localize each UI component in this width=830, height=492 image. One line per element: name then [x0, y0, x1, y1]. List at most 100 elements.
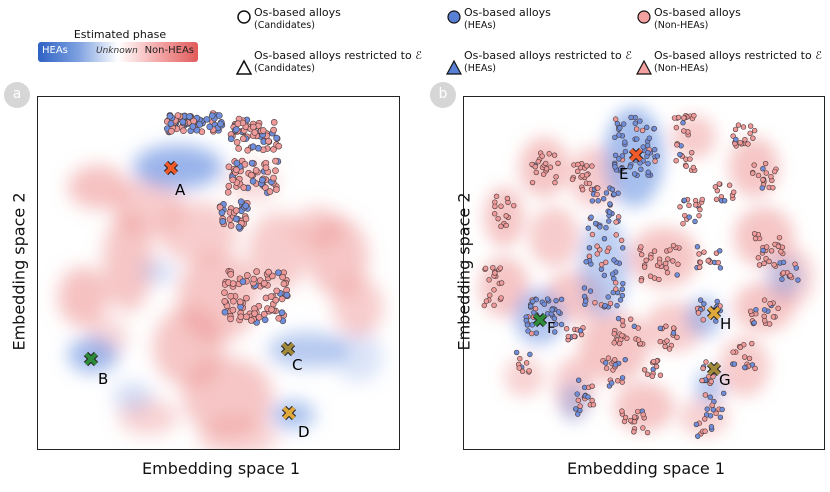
marker-h-group: H: [706, 305, 731, 333]
nonhea-point: [503, 213, 509, 219]
density-blob: [529, 207, 579, 267]
hea-point: [527, 351, 533, 358]
nonhea-point: [641, 367, 648, 373]
legend-item-candidates: Os-based alloys (Candidates): [254, 6, 341, 32]
hea-point: [233, 159, 241, 167]
nonhea-point: [647, 273, 654, 279]
hea-point: [646, 135, 653, 141]
nonhea-point: [671, 115, 678, 121]
nonhea-point: [503, 222, 509, 229]
nonhea-point: [686, 202, 692, 209]
hea-point: [552, 329, 558, 335]
nonhea-point: [766, 321, 773, 327]
nonhea-point: [702, 392, 709, 398]
hea-point: [611, 257, 617, 263]
nonhea-point: [663, 265, 669, 271]
hea-point: [619, 153, 626, 159]
nonhea-point: [275, 142, 283, 150]
nonhea-point: [598, 261, 605, 268]
nonhea-point: [787, 272, 793, 279]
legend-symbols: [236, 10, 653, 75]
nonhea-point: [586, 180, 593, 187]
hea-point: [681, 197, 688, 204]
nonhea-point: [713, 410, 719, 417]
nonhea-point: [735, 122, 742, 128]
x-marker-icon: [533, 313, 547, 327]
hea-point: [595, 198, 601, 204]
hea-point: [582, 298, 589, 304]
nonhea-point: [662, 260, 669, 267]
nonhea-point: [747, 130, 753, 136]
nonhea-point: [613, 280, 619, 286]
nonhea-point: [670, 258, 676, 264]
hea-point: [714, 298, 720, 305]
nonhea-point: [712, 184, 719, 190]
hea-point: [652, 146, 658, 153]
nonhea-point: [689, 149, 695, 156]
density-blob: [58, 267, 108, 327]
nonhea-point: [635, 325, 641, 331]
nonhea-point: [589, 163, 595, 169]
hea-point: [259, 176, 266, 184]
nonhea-point: [517, 355, 523, 362]
hea-point: [587, 288, 594, 294]
hea-point: [530, 298, 536, 305]
nonhea-point: [244, 146, 251, 154]
hea-point: [780, 259, 787, 266]
nonhea-point: [700, 365, 706, 372]
x-marker-icon: [281, 342, 295, 356]
nonhea-point: [267, 293, 275, 300]
hea-point: [620, 245, 626, 251]
hea-point: [524, 322, 531, 328]
panel-b-plot: E F G H: [479, 107, 814, 439]
nonhea-point: [546, 151, 552, 157]
hea-point: [760, 165, 766, 172]
marker-c-group: C: [280, 341, 302, 374]
points-layer-a: [163, 110, 291, 326]
nonhea-point: [680, 220, 686, 227]
density-blob: [140, 260, 176, 284]
colorbar-label-heas: HEAs: [42, 45, 68, 56]
hea-point: [632, 120, 639, 126]
nonhea-point: [641, 264, 648, 270]
nonhea-point: [243, 313, 250, 321]
nonhea-point: [716, 181, 722, 187]
hea-point: [622, 148, 629, 155]
nonhea-point: [575, 397, 581, 404]
hea-point: [206, 123, 214, 131]
nonhea-point: [233, 139, 241, 146]
legend-item-heas: Os-based alloys (HEAs): [464, 6, 551, 32]
hea-point: [674, 272, 680, 278]
density-blob: [103, 212, 153, 312]
hea-point: [651, 125, 657, 132]
hea-point: [588, 214, 594, 220]
panel-b-xlabel: Embedding space 1: [567, 459, 726, 478]
legend-item-main: Os-based alloys restricted to ℰ: [464, 49, 632, 62]
nonhea-point: [492, 270, 498, 276]
nonhea-point: [697, 206, 703, 213]
hea-point: [166, 112, 174, 120]
hea-point: [219, 218, 227, 225]
nonhea-point: [701, 249, 707, 255]
legend-circle-candidates: [237, 10, 251, 24]
nonhea-point: [495, 215, 501, 222]
nonhea-point: [589, 383, 595, 389]
nonhea-point: [740, 124, 747, 130]
hea-point: [167, 120, 175, 127]
density-blob: [158, 202, 238, 262]
nonhea-point: [613, 286, 619, 292]
hea-point: [657, 325, 664, 331]
nonhea-point: [235, 145, 242, 152]
nonhea-point: [592, 299, 598, 306]
hea-point: [248, 159, 256, 167]
nonhea-point: [260, 280, 268, 287]
nonhea-point: [611, 340, 617, 346]
nonhea-point: [775, 243, 782, 250]
nonhea-point: [696, 212, 702, 219]
hea-point: [575, 377, 582, 383]
hea-point: [614, 302, 620, 309]
hea-point: [721, 198, 728, 204]
nonhea-point: [657, 338, 663, 345]
hea-point: [553, 321, 559, 327]
nonhea-point: [504, 195, 511, 202]
